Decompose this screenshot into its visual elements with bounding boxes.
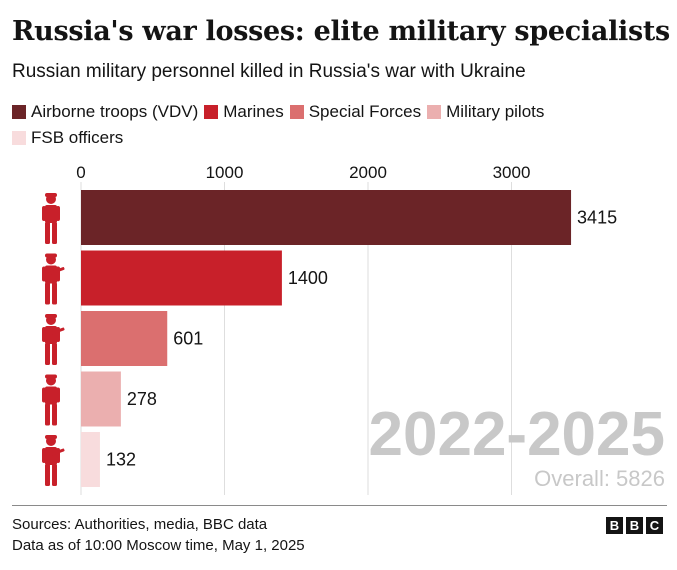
overall-watermark: Overall: 5826 (534, 466, 665, 491)
legend-item: Military pilots (427, 100, 544, 124)
legend-item: Marines (204, 100, 284, 124)
soldier-icon (42, 193, 60, 244)
bar (81, 371, 121, 427)
legend-label: Special Forces (308, 102, 422, 121)
bar-value-label: 278 (127, 389, 157, 409)
source-line: Sources: Authorities, media, BBC data (12, 516, 268, 533)
bar (81, 190, 572, 245)
bbc-logo: B B C (606, 517, 663, 534)
source-note: Sources: Authorities, media, BBC data Da… (12, 514, 305, 556)
logo-block: B (626, 517, 643, 534)
soldier-rifle-icon (42, 253, 65, 305)
chart-title: Russia's war losses: elite military spec… (12, 16, 670, 47)
date-line: Data as of 10:00 Moscow time, May 1, 202… (12, 537, 305, 554)
legend-label: Military pilots (446, 102, 545, 121)
legend-swatch (427, 105, 442, 119)
footer-divider (12, 505, 667, 506)
legend-label: Airborne troops (VDV) (31, 102, 199, 121)
legend-swatch (12, 105, 26, 119)
legend-item: Airborne troops (VDV) (12, 100, 198, 124)
soldier-rifle-icon (42, 435, 65, 486)
bar-value-label: 1400 (288, 268, 328, 288)
pilot-icon (42, 374, 60, 426)
legend-item: FSB officers (12, 126, 123, 150)
x-tick-label: 0 (76, 163, 85, 182)
bar (81, 250, 282, 306)
logo-block: B (606, 517, 623, 534)
legend: Airborne troops (VDV) Marines Special Forc… (12, 100, 652, 152)
legend-swatch (204, 105, 219, 119)
legend-label: FSB officers (31, 128, 124, 147)
legend-swatch (289, 105, 304, 119)
soldier-rifle-icon (42, 314, 65, 365)
x-tick-label: 3000 (493, 163, 531, 182)
bar (81, 311, 168, 366)
bar-value-label: 3415 (577, 208, 617, 228)
legend-swatch (12, 131, 26, 145)
logo-block: C (646, 517, 663, 534)
legend-label: Marines (223, 102, 284, 121)
x-tick-label: 1000 (206, 163, 244, 182)
chart-subtitle: Russian military personnel killed in Rus… (12, 61, 526, 82)
legend-item: Special Forces (289, 100, 422, 124)
period-watermark: 2022-2025 (369, 400, 666, 469)
bar-value-label: 132 (106, 450, 136, 470)
bar (81, 432, 100, 487)
x-tick-label: 2000 (349, 163, 387, 182)
bar-value-label: 601 (173, 329, 203, 349)
